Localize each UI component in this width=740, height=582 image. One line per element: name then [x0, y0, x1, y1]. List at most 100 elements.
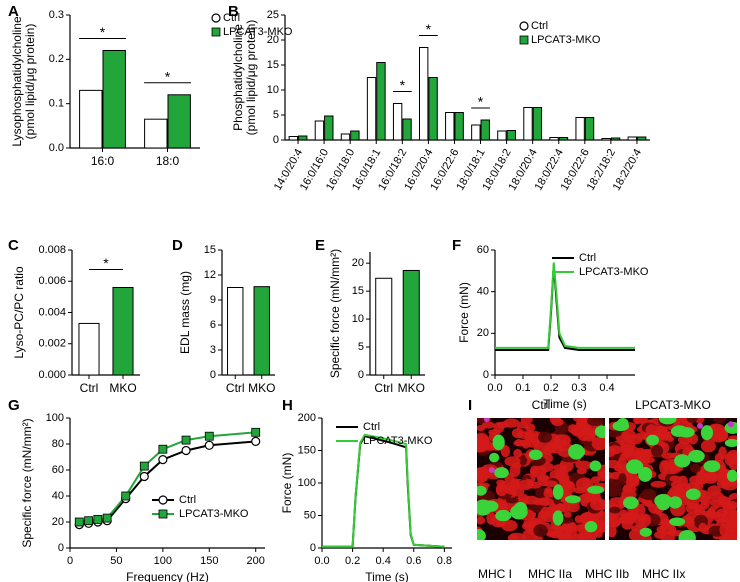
bar — [627, 136, 637, 141]
fiber — [575, 460, 593, 470]
fiber — [651, 444, 664, 458]
legend-label: LPCAT3-MKO — [363, 435, 433, 447]
fiber — [626, 459, 644, 475]
fiber — [702, 472, 719, 484]
fiber — [609, 506, 621, 514]
bar — [454, 112, 464, 141]
bar — [253, 286, 270, 376]
x-tick-label: MKO — [248, 381, 275, 395]
fiber — [617, 418, 629, 429]
y-tick-label: 40 — [477, 286, 489, 298]
fiber — [483, 418, 490, 423]
bar — [445, 112, 455, 141]
y-axis-label: (pmol lipid/μg protein) — [23, 24, 37, 140]
fiber — [620, 438, 636, 452]
y-tick-label: 9 — [210, 294, 216, 306]
fiber — [516, 480, 533, 491]
y-tick-label: 10 — [352, 313, 364, 325]
x-tick-label: 18:0 — [156, 154, 180, 168]
fiber — [552, 464, 568, 471]
fiber — [504, 456, 521, 467]
fiber — [650, 480, 667, 488]
marker — [93, 515, 103, 524]
marker — [211, 27, 221, 37]
legend-label: Ctrl — [579, 252, 596, 264]
fiber — [572, 418, 589, 423]
bar — [419, 47, 429, 141]
fiber — [704, 511, 723, 519]
y-tick-label: 5 — [273, 109, 279, 121]
fiber — [674, 454, 691, 468]
bar — [112, 287, 134, 376]
bar — [314, 120, 325, 141]
bar — [79, 89, 103, 149]
fiber — [477, 467, 489, 474]
bar — [402, 269, 420, 376]
fiber — [634, 432, 649, 440]
fiber — [725, 532, 737, 540]
image-legend: MHC IIb — [585, 567, 629, 581]
bar — [167, 94, 191, 149]
fiber — [586, 418, 604, 426]
y-tick-label: 0.008 — [38, 244, 66, 256]
marker — [139, 471, 149, 482]
legend-label: LPCAT3-MKO — [223, 26, 293, 38]
bar — [102, 49, 126, 149]
fiber — [591, 436, 605, 451]
fiber — [638, 513, 652, 528]
image-legend: MHC IIx — [642, 567, 685, 581]
bar — [636, 136, 647, 141]
x-tick-label: Ctrl — [80, 381, 99, 395]
fiber — [552, 510, 564, 526]
image-title: LPCAT3-MKO — [635, 398, 711, 412]
fiber — [711, 433, 723, 441]
fiber — [696, 422, 703, 429]
panel-letter: A — [8, 3, 19, 20]
legend-label: Ctrl — [179, 494, 196, 506]
y-tick-label: 40 — [52, 490, 64, 502]
fiber — [638, 466, 653, 482]
fiber — [618, 473, 627, 486]
fiber — [538, 431, 552, 443]
fiber — [590, 476, 601, 484]
image-title: Ctrl — [532, 398, 551, 412]
bar — [340, 133, 351, 141]
bar — [523, 107, 533, 141]
fiber — [609, 524, 617, 538]
fiber — [542, 480, 558, 488]
fiber — [669, 475, 682, 482]
micrograph — [477, 418, 605, 540]
fiber — [729, 509, 737, 517]
y-tick-label: 12 — [204, 269, 216, 281]
fiber — [577, 494, 592, 504]
line — [79, 431, 256, 523]
fiber — [504, 483, 517, 495]
fiber — [645, 424, 659, 436]
fiber — [668, 496, 683, 509]
y-tick-label: 0.3 — [49, 9, 64, 21]
fiber — [669, 517, 686, 526]
y-axis-label: Phosphatidylcholine — [231, 24, 245, 131]
y-tick-label: 0 — [210, 369, 216, 381]
significance-label: * — [165, 69, 171, 85]
y-tick-label: 0 — [58, 542, 64, 554]
fiber — [520, 418, 533, 425]
bar — [402, 118, 412, 141]
y-tick-label: 200 — [298, 412, 316, 424]
y-tick-label: 0.1 — [49, 98, 64, 110]
line — [495, 262, 635, 349]
x-tick-label: MKO — [398, 381, 425, 395]
bar — [78, 322, 100, 376]
fiber — [533, 524, 548, 537]
fiber — [717, 495, 728, 506]
marker — [158, 444, 168, 454]
fiber — [685, 502, 702, 515]
fiber — [688, 449, 705, 463]
x-tick-label: Ctrl — [374, 381, 393, 395]
image-legend: MHC IIa — [528, 567, 572, 581]
fiber — [658, 433, 672, 441]
fiber — [698, 522, 708, 533]
fiber — [678, 529, 696, 540]
y-tick-label: 15 — [204, 244, 216, 256]
